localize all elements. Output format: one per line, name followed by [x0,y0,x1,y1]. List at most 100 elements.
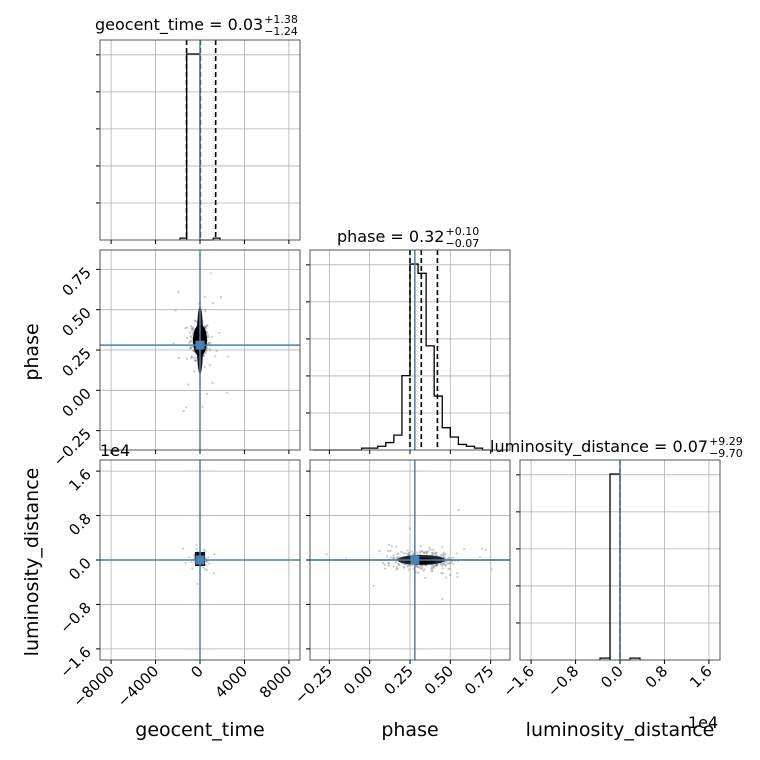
sample-point-2-1-137 [392,556,395,560]
sample-point-2-0-27 [195,547,198,551]
y-tick-label-luminosity_distance-0: −1.6 [56,643,94,681]
data-layer [100,40,641,661]
sample-point-2-1-207 [441,564,444,567]
x-tick-label-phase-2: 0.25 [380,662,416,698]
sample-point-2-1-169 [446,562,449,565]
sample-point-2-1-80 [398,564,401,567]
sample-point-2-1-130 [387,561,390,565]
sample-point-2-0-109 [206,560,209,563]
sample-point-2-1-271 [434,551,437,554]
sample-point-2-1-37 [406,564,409,568]
sample-point-2-1-209 [423,551,426,554]
sample-point-2-1-125 [424,576,427,579]
sample-point-2-1-52 [431,551,434,555]
sample-point-2-1-190 [439,562,442,565]
sample-point-2-1-295 [387,564,390,567]
sample-point-2-1-26 [455,552,458,555]
sample-point-1-0-251 [208,364,212,367]
y-tick-label-luminosity_distance-2: 0.0 [65,554,95,584]
sample-point-1-0-155 [209,272,212,275]
y-tick-label-phase-2: 0.25 [58,344,94,380]
truth-marker-2-0 [195,555,205,565]
sample-point-1-0-307 [206,324,209,327]
sample-point-1-0-240 [208,342,211,345]
sample-point-2-0-35 [191,567,194,570]
sample-point-2-1-220 [402,552,405,555]
sample-point-2-1-11 [425,551,428,555]
sample-point-2-1-22 [452,563,455,566]
sample-point-2-1-327 [441,572,444,575]
sample-point-2-1-145 [433,552,436,555]
sample-point-1-0-151 [185,406,188,409]
sample-point-2-1-269 [432,548,435,552]
sample-point-2-1-353 [382,561,385,565]
histogram-extra-bin-geocent_time-1 [212,237,221,240]
sample-point-2-1-56 [442,562,445,565]
sample-point-2-1-94 [415,565,418,568]
sample-point-1-0-266 [195,356,198,360]
sample-point-1-0-234 [188,341,191,344]
panel-title-plus-luminosity_distance: +9.29 [709,435,743,448]
sample-point-2-0-87 [213,553,216,556]
sample-point-2-0-105 [182,547,185,550]
x-tick-label-geocent_time-1: −4000 [114,662,163,711]
sample-point-2-1-61 [396,553,399,556]
sample-point-1-0-294 [215,350,218,353]
sample-point-2-1-15 [432,566,435,569]
sample-point-2-1-68 [387,543,390,546]
sample-point-2-1-98 [395,545,398,548]
sample-point-2-1-9 [387,562,390,565]
sample-point-2-1-328 [389,549,392,552]
x-tick-label-phase-0: −0.25 [291,662,336,707]
sample-point-2-1-171 [439,563,442,566]
sample-point-1-0-189 [193,319,196,322]
sample-point-2-1-358 [417,566,420,569]
sample-point-2-1-87 [417,571,420,574]
sample-point-2-1-187 [441,567,444,570]
sample-point-2-1-321 [392,554,395,557]
sample-point-2-1-193 [448,562,451,565]
sample-point-2-1-108 [447,567,450,571]
sample-outlier-2-1-2 [441,597,444,600]
panel-title-luminosity_distance: luminosity_distance = 0.07 +9.29−9.70 [490,435,743,460]
sample-point-1-0-195 [186,336,189,340]
sample-point-1-0-142 [187,383,190,386]
sample-point-2-1-95 [402,566,405,569]
sample-point-1-0-11 [204,326,207,329]
sample-point-2-1-51 [445,560,448,564]
panel-title-minus-luminosity_distance: −9.70 [709,447,743,460]
sample-point-1-0-209 [209,349,212,352]
sample-point-2-1-253 [443,556,446,559]
sample-point-2-0-12 [202,548,205,551]
sample-point-2-1-314 [442,562,445,566]
sample-point-1-0-81 [205,326,208,329]
histogram-phase [313,263,491,451]
sample-point-1-0-192 [193,370,196,373]
sample-point-1-0-237 [207,341,210,344]
sample-point-2-1-215 [448,561,451,565]
sample-point-1-0-80 [206,324,209,327]
sample-point-1-0-62 [214,355,217,358]
sample-point-2-1-21 [403,563,406,566]
sample-point-2-1-88 [389,556,392,559]
sample-point-2-1-234 [432,566,435,569]
sample-point-2-1-233 [440,553,443,556]
x-tick-label-phase-3: 0.50 [421,662,457,698]
sample-point-2-1-378 [420,550,424,553]
sample-point-1-0-287 [189,340,192,343]
sample-point-2-1-60 [456,575,459,578]
sample-point-2-1-335 [442,551,445,554]
sample-outlier-2-1-0 [457,508,460,512]
sample-point-2-1-326 [390,545,393,548]
sample-point-1-0-317 [207,335,210,339]
sample-point-2-0-29 [207,556,210,559]
sample-point-2-1-325 [396,567,399,570]
sample-point-1-0-97 [201,405,204,408]
sample-point-1-0-19 [191,333,194,336]
sample-point-2-1-279 [435,563,439,567]
sample-point-2-1-128 [440,572,443,575]
frame-layer [96,39,721,664]
sample-point-1-0-256 [204,326,207,329]
sample-point-2-1-300 [383,563,386,567]
sample-point-2-1-8 [448,567,452,570]
